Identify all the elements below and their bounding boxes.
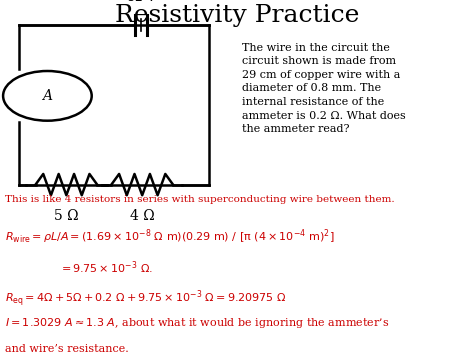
- Text: 12 V: 12 V: [127, 0, 155, 4]
- Text: $R_{\rm eq} = 4\Omega + 5\Omega + 0.2\ \Omega + 9.75 \times 10^{-3}\ \Omega = 9.: $R_{\rm eq} = 4\Omega + 5\Omega + 0.2\ \…: [5, 288, 286, 308]
- Ellipse shape: [3, 71, 91, 121]
- Text: Resistivity Practice: Resistivity Practice: [115, 4, 359, 27]
- Text: $R_{\rm wire}$$ = \rho L/A = (1.69 \times 10^{-8}\ \Omega\ \rm{m})(0.29\ m)\ /\ : $R_{\rm wire}$$ = \rho L/A = (1.69 \time…: [5, 227, 334, 246]
- Text: and wire’s resistance.: and wire’s resistance.: [5, 344, 128, 354]
- Text: This is like 4 resistors in series with superconducting wire between them.: This is like 4 resistors in series with …: [5, 195, 394, 204]
- Text: $I = 1.3029\ A \approx 1.3\ A$, about what it would be ignoring the ammeter’s: $I = 1.3029\ A \approx 1.3\ A$, about wh…: [5, 316, 389, 330]
- Text: 4 Ω: 4 Ω: [130, 209, 155, 223]
- Text: The wire in the circuit the
circuit shown is made from
29 cm of copper wire with: The wire in the circuit the circuit show…: [242, 43, 405, 134]
- Text: $\quad\quad\quad\quad\quad = 9.75 \times 10^{-3}\ \Omega.$: $\quad\quad\quad\quad\quad = 9.75 \times…: [5, 259, 153, 276]
- Text: A: A: [42, 89, 53, 103]
- Text: 5 Ω: 5 Ω: [54, 209, 79, 223]
